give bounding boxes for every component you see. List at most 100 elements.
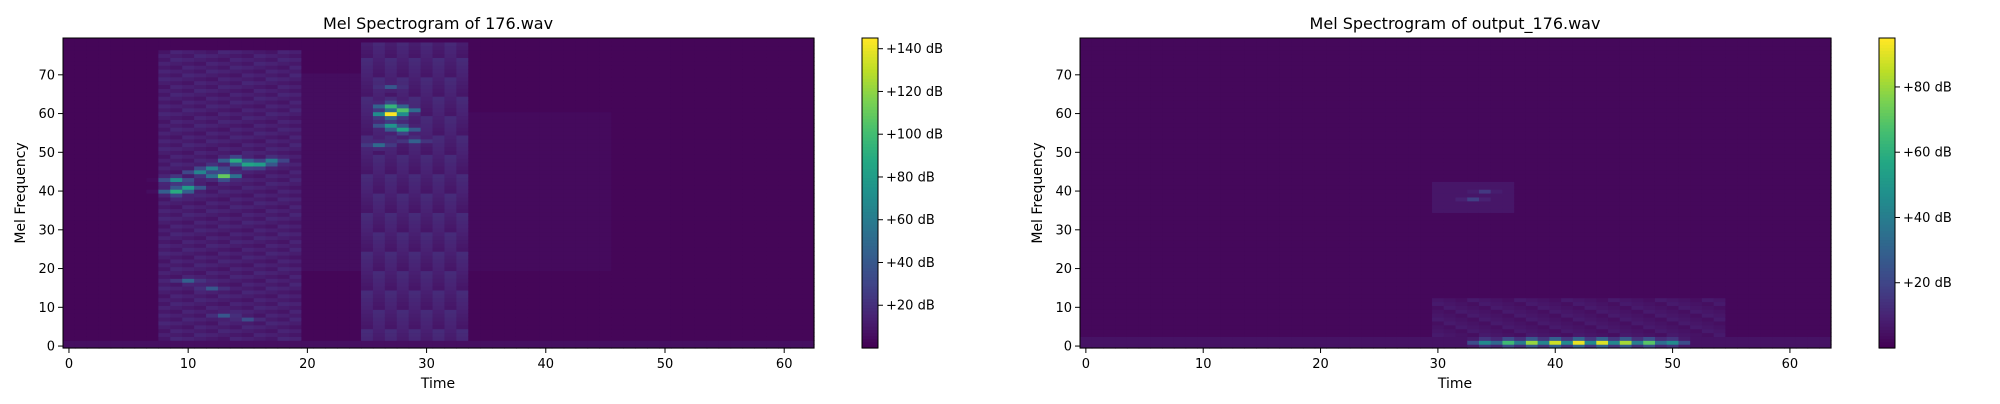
heatmap-cell [349, 88, 362, 93]
heatmap-cell [778, 134, 791, 140]
heatmap-cell [790, 96, 803, 101]
heatmap-cell [682, 278, 696, 283]
heatmap-cell [623, 301, 636, 306]
heatmap-cell [253, 344, 267, 349]
heatmap-cell [110, 100, 124, 105]
heatmap-cell [766, 336, 779, 341]
heatmap-cell [563, 266, 577, 272]
heatmap-cell [659, 165, 672, 171]
heatmap-cell [682, 235, 696, 241]
heatmap-cell [337, 65, 350, 70]
heatmap-cell [206, 208, 219, 213]
heatmap-cell [670, 297, 684, 303]
heatmap-cell [754, 162, 767, 167]
heatmap-cell [289, 216, 303, 221]
heatmap-cell [766, 270, 779, 275]
heatmap-cell [754, 80, 767, 86]
heatmap-cell [706, 344, 720, 349]
heatmap-cell [301, 239, 314, 244]
heatmap-cell [492, 274, 505, 279]
heatmap-cell [146, 344, 159, 349]
heatmap-cell [659, 239, 672, 244]
heatmap-cell [170, 235, 183, 241]
heatmap-cell [563, 119, 577, 124]
heatmap-cell [110, 123, 124, 128]
heatmap-cell [408, 344, 422, 349]
heatmap-cell [611, 227, 624, 233]
heatmap-cell [492, 255, 505, 260]
heatmap-cell [682, 53, 696, 58]
heatmap-cell [706, 165, 720, 171]
heatmap-cell [134, 150, 148, 155]
heatmap-cell [396, 65, 410, 70]
heatmap-cell [456, 282, 469, 287]
heatmap-cell [74, 154, 88, 159]
heatmap-cell [515, 301, 529, 306]
heatmap-cell [456, 301, 469, 306]
heatmap-cell [766, 69, 779, 74]
heatmap-cell [730, 196, 744, 202]
heatmap-cell [98, 320, 112, 326]
heatmap-cell [134, 317, 148, 322]
heatmap-cell [551, 336, 565, 341]
heatmap-cell [110, 243, 124, 248]
heatmap-cell [110, 53, 124, 58]
heatmap-cell [682, 340, 696, 345]
heatmap-cell [790, 289, 803, 295]
heatmap-cell [277, 100, 291, 105]
heatmap-cell [74, 142, 88, 148]
heatmap-cell [289, 317, 303, 322]
heatmap-cell [182, 173, 195, 179]
heatmap-cell [98, 204, 112, 210]
heatmap-cell [289, 169, 303, 175]
heatmap-cell [456, 138, 469, 144]
heatmap-cell [563, 340, 577, 345]
heatmap-cell [587, 96, 601, 101]
heatmap-cell [265, 41, 279, 47]
heatmap-cell [301, 309, 314, 314]
heatmap-cell [515, 150, 529, 155]
heatmap-cell [206, 107, 219, 113]
heatmap-cell [468, 138, 481, 144]
heatmap-cell [217, 286, 231, 291]
heatmap-cell [515, 134, 529, 140]
heatmap-cell [301, 76, 314, 82]
heatmap-cell [444, 84, 457, 89]
heatmap-cell [408, 123, 422, 128]
heatmap-cell [730, 111, 744, 117]
heatmap-cell [396, 38, 410, 43]
heatmap-cell [730, 262, 744, 268]
heatmap-cell [74, 88, 88, 93]
heatmap-cell [420, 340, 434, 345]
heatmap-cell [110, 258, 124, 264]
heatmap-cell [742, 282, 755, 287]
heatmap-cell [539, 45, 553, 51]
heatmap-cell [480, 243, 493, 248]
heatmap-cell [551, 270, 565, 275]
heatmap-cell [361, 181, 374, 186]
heatmap-cell [408, 173, 422, 179]
heatmap-cell [718, 262, 732, 268]
heatmap-cell [229, 41, 243, 47]
heatmap-cell [217, 158, 231, 163]
heatmap-cell [86, 258, 100, 264]
heatmap-cell [372, 88, 386, 93]
heatmap-cell [730, 88, 744, 93]
heatmap-cell [194, 196, 207, 202]
heatmap-cell [480, 227, 493, 233]
heatmap-cell [670, 177, 684, 182]
heatmap-cell [253, 49, 267, 55]
heatmap-cell [372, 92, 386, 97]
heatmap-cell [74, 134, 88, 140]
heatmap-cell [659, 247, 672, 252]
heatmap-cell [539, 69, 553, 74]
heatmap-cell [551, 297, 565, 303]
heatmap-cell [551, 61, 565, 66]
heatmap-cell [682, 196, 696, 202]
heatmap-cell [778, 115, 791, 120]
heatmap-cell [110, 76, 124, 82]
heatmap-cell [527, 107, 541, 113]
heatmap-cell [301, 289, 314, 295]
heatmap-cell [170, 224, 183, 229]
heatmap-cell [670, 150, 684, 155]
